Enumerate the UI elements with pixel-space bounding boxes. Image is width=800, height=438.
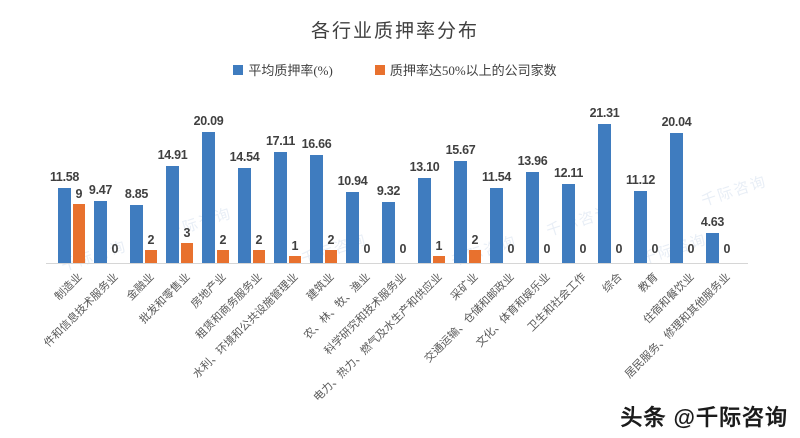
value-label-avg-pledge: 13.96 <box>517 154 548 168</box>
bar-avg-pledge <box>382 202 395 263</box>
value-label-avg-pledge: 17.11 <box>265 134 296 148</box>
value-label-avg-pledge: 14.54 <box>229 150 260 164</box>
value-label-avg-pledge: 14.91 <box>157 148 188 162</box>
value-label-avg-pledge: 15.67 <box>445 143 476 157</box>
bar-avg-pledge <box>202 132 215 263</box>
value-label-avg-pledge: 10.94 <box>337 174 368 188</box>
value-label-avg-pledge: 21.31 <box>589 106 620 120</box>
value-label-company-count: 0 <box>687 242 695 256</box>
bar-avg-pledge <box>562 184 575 263</box>
bar-company-count <box>325 250 337 263</box>
x-axis-line <box>46 263 748 264</box>
value-label-avg-pledge: 9.32 <box>376 184 401 198</box>
value-label-avg-pledge: 11.58 <box>49 170 80 184</box>
bar-company-count <box>433 256 445 263</box>
value-label-company-count: 2 <box>147 233 155 247</box>
value-label-company-count: 1 <box>435 239 443 253</box>
bar-company-count <box>289 256 301 263</box>
bar-avg-pledge <box>418 178 431 263</box>
value-label-company-count: 2 <box>327 233 335 247</box>
bar-avg-pledge <box>706 233 719 263</box>
watermark-toutiao: 头条 @千际咨询 <box>620 405 788 430</box>
value-label-company-count: 1 <box>291 239 299 253</box>
bar-avg-pledge <box>598 124 611 263</box>
bar-company-count <box>253 250 265 263</box>
bar-avg-pledge <box>310 155 323 263</box>
value-label-company-count: 2 <box>219 233 227 247</box>
bar-avg-pledge <box>166 166 179 263</box>
value-label-company-count: 0 <box>651 242 659 256</box>
value-label-avg-pledge: 12.11 <box>553 166 584 180</box>
value-label-avg-pledge: 20.04 <box>661 115 692 129</box>
legend-item-avg-pledge: 平均质押率(%) <box>233 60 333 79</box>
legend-swatch-blue-icon <box>233 64 244 75</box>
value-label-avg-pledge: 4.63 <box>700 215 725 229</box>
bar-avg-pledge <box>58 188 71 263</box>
bar-company-count <box>145 250 157 263</box>
value-label-company-count: 2 <box>255 233 263 247</box>
chart-title: 各行业质押率分布 <box>310 21 479 42</box>
value-label-company-count: 0 <box>723 242 731 256</box>
legend-label-company-count: 质押率达50%以上的公司家数 <box>389 63 557 78</box>
legend: 平均质押率(%) 质押率达50%以上的公司家数 <box>0 60 790 79</box>
value-label-avg-pledge: 9.47 <box>88 183 113 197</box>
bar-avg-pledge <box>670 133 683 263</box>
value-label-avg-pledge: 11.54 <box>481 170 512 184</box>
value-label-avg-pledge: 13.10 <box>409 160 440 174</box>
bar-avg-pledge <box>94 201 107 263</box>
value-label-company-count: 0 <box>363 242 371 256</box>
bar-avg-pledge <box>634 191 647 263</box>
value-label-company-count: 9 <box>75 187 83 201</box>
bar-company-count <box>217 250 229 263</box>
value-label-company-count: 0 <box>615 242 623 256</box>
bar-avg-pledge <box>130 205 143 263</box>
value-label-avg-pledge: 16.66 <box>301 137 332 151</box>
bar-avg-pledge <box>346 192 359 263</box>
legend-swatch-orange-icon <box>374 64 385 75</box>
faint-watermark-text: 千际咨询 <box>699 173 770 211</box>
bar-avg-pledge <box>274 152 287 263</box>
bar-company-count <box>181 243 193 263</box>
bar-company-count <box>469 250 481 263</box>
value-label-avg-pledge: 20.09 <box>193 114 224 128</box>
value-label-company-count: 2 <box>471 233 479 247</box>
value-label-company-count: 0 <box>507 242 515 256</box>
bar-avg-pledge <box>490 188 503 263</box>
legend-item-company-count: 质押率达50%以上的公司家数 <box>374 60 557 79</box>
value-label-avg-pledge: 8.85 <box>124 187 149 201</box>
bar-avg-pledge <box>238 168 251 263</box>
value-label-company-count: 0 <box>579 242 587 256</box>
value-label-company-count: 3 <box>183 226 191 240</box>
value-label-avg-pledge: 11.12 <box>625 173 656 187</box>
bar-avg-pledge <box>526 172 539 263</box>
value-label-company-count: 0 <box>399 242 407 256</box>
bar-company-count <box>73 204 85 263</box>
value-label-company-count: 0 <box>111 242 119 256</box>
legend-label-avg-pledge: 平均质押率(%) <box>248 63 333 78</box>
value-label-company-count: 0 <box>543 242 551 256</box>
bar-avg-pledge <box>454 161 467 263</box>
